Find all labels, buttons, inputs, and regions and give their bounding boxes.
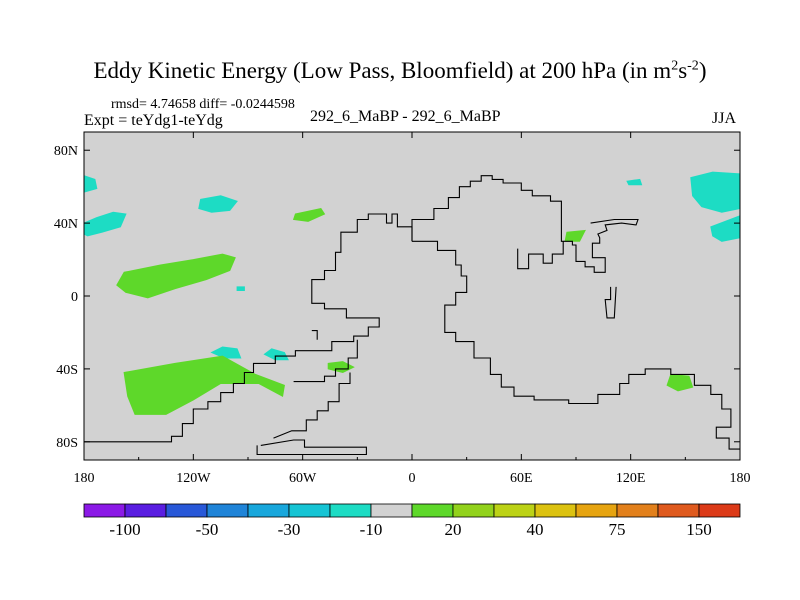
colorbar-label: 150 (686, 520, 712, 539)
x-tick-label: 120W (176, 471, 211, 486)
anomaly-patch (666, 373, 694, 392)
anomaly-patch (710, 215, 740, 242)
coastline (517, 241, 564, 270)
coastline (604, 286, 617, 319)
coastlines (84, 175, 740, 456)
y-tick-label: 80S (56, 436, 78, 451)
season-label: JJA (712, 110, 737, 127)
colorbar-swatch (575, 503, 618, 518)
colorbar-swatch (370, 503, 413, 518)
y-tick-label: 80N (54, 144, 78, 159)
colorbar-label: -100 (109, 520, 140, 539)
title-main: Eddy Kinetic Energy (Low Pass, Bloomfiel… (93, 58, 672, 83)
y-tick-label: 40N (54, 217, 78, 232)
y-tick-label: 40S (56, 363, 78, 378)
colorbar-label: -50 (196, 520, 219, 539)
colorbar-swatch (698, 503, 741, 518)
coastline (411, 175, 639, 273)
anomaly-patch (84, 211, 127, 237)
colorbar-swatch (411, 503, 454, 518)
anomaly-patch (564, 229, 586, 242)
colorbar-swatch (657, 503, 700, 518)
colorbar-swatch (452, 503, 495, 518)
anomaly-patch (116, 253, 236, 299)
anomaly-patch (210, 346, 242, 359)
colorbar-swatch (288, 503, 331, 518)
coastline (84, 213, 413, 443)
anomaly-patch (198, 195, 238, 213)
anomaly-patch (263, 348, 289, 361)
axes: 180 120W 60W 0 60E 120E 180 80N 40N 0 40S 80S (54, 132, 751, 486)
title-mid: s (678, 58, 688, 83)
colorbar-swatch (329, 503, 372, 518)
coastline (412, 240, 740, 450)
anomaly-patch (327, 361, 355, 374)
x-tick-label: 60E (510, 471, 533, 486)
y-tick-label: 0 (71, 290, 78, 305)
colorbar-swatch (124, 503, 167, 518)
anomaly-patch (84, 175, 98, 193)
colorbar-swatch (206, 503, 249, 518)
x-tick-label: 120E (616, 471, 646, 486)
anomaly-patch (690, 171, 740, 213)
stats-label: rmsd= 4.74658 diff= -0.0244598 (111, 97, 295, 112)
coastline (273, 372, 351, 439)
x-tick-label: 180 (730, 471, 751, 486)
case-label: 292_6_MaBP - 292_6_MaBP (310, 108, 501, 125)
coastline (293, 339, 358, 383)
colorbar-swatch (534, 503, 577, 518)
plot-background (84, 132, 740, 460)
experiment-label: Expt = teYdg1-teYdg (84, 112, 223, 129)
colorbar-swatch (493, 503, 536, 518)
colorbar-label: 75 (609, 520, 626, 539)
anomaly-patches (84, 171, 740, 415)
colorbar-label: 40 (527, 520, 544, 539)
title-exponent-1: 2 (671, 58, 679, 74)
x-tick-label: 0 (409, 471, 416, 486)
x-tick-label: 180 (74, 471, 95, 486)
anomaly-patch (123, 355, 285, 415)
anomaly-patch (292, 207, 326, 222)
x-tick-label: 60W (289, 471, 317, 486)
anomaly-patch (236, 286, 245, 291)
colorbar-swatch (247, 503, 290, 518)
title-end: ) (698, 58, 707, 83)
chart-title: Eddy Kinetic Energy (Low Pass, Bloomfiel… (0, 58, 800, 84)
anomaly-patch (626, 178, 643, 186)
title-exponent-2: -2 (687, 58, 699, 74)
colorbar-swatch (616, 503, 659, 518)
colorbar-label: -30 (278, 520, 301, 539)
colorbar: -100 -50 -30 -10 20 40 75 150 (83, 503, 741, 539)
colorbar-label: -10 (360, 520, 383, 539)
colorbar-swatch (165, 503, 208, 518)
colorbar-swatch (83, 503, 126, 518)
coastline (311, 330, 318, 340)
coastline (256, 439, 367, 456)
colorbar-label: 20 (445, 520, 462, 539)
